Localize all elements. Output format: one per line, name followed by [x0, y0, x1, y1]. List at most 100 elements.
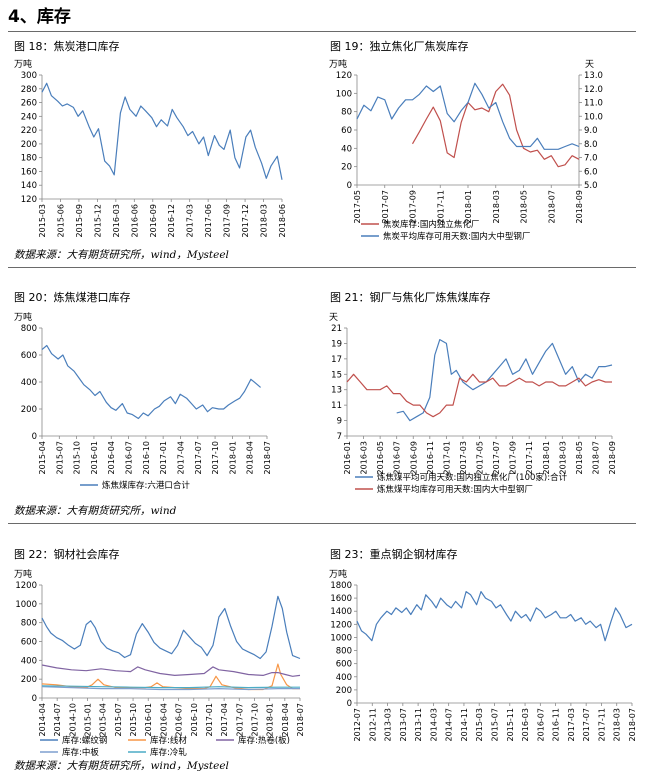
x-tick-label: 2017-07 — [235, 703, 244, 736]
x-tick-label: 2017-01 — [442, 441, 451, 474]
series-line-3 — [41, 664, 301, 677]
y-tick-label-right: 9.0 — [584, 126, 598, 136]
x-tick-label: 2018-07 — [263, 441, 272, 474]
x-tick-label: 2017-10 — [250, 703, 259, 736]
y-tick-label: 19 — [331, 339, 342, 349]
x-tick-label: 2018-03 — [492, 190, 501, 223]
y-tick-label: 120 — [21, 195, 37, 205]
y-tick-label: 600 — [336, 660, 352, 670]
x-tick-label: 2017-07 — [492, 441, 501, 474]
x-tick-label: 2017-07 — [381, 190, 390, 223]
section-title: 4、库存 — [8, 7, 71, 27]
x-tick-label: 2015-07 — [491, 708, 500, 741]
x-tick-label: 2015-12 — [93, 204, 102, 237]
y-axis-unit: 万吨 — [14, 58, 32, 70]
x-tick-label: 2016-07 — [125, 441, 134, 474]
x-tick-label: 2017-09 — [223, 204, 232, 237]
x-tick-label: 2016-12 — [167, 204, 176, 237]
y-tick-label: 0 — [32, 432, 37, 442]
y-tick-label: 15 — [331, 370, 342, 380]
x-tick-label: 2015-03 — [475, 708, 484, 741]
x-tick-label: 2012-07 — [353, 708, 362, 741]
x-tick-label: 2015-04 — [38, 441, 47, 474]
chart-title-18: 图 18：焦炭港口库存 — [14, 40, 120, 53]
chart-21-coking-coal-days: 天 7 9 11 13 15 17 19 21 2016-01 2016-03 2016-05 2016… — [329, 313, 617, 495]
x-tick-label: 2016-09 — [409, 441, 418, 474]
x-tick-label: 2017-05 — [353, 190, 362, 223]
series-line-1 — [411, 83, 580, 168]
y-tick-label: 1400 — [330, 607, 352, 617]
legend-label: 库存:冷轧 — [150, 747, 187, 758]
y-tick-label: 120 — [336, 71, 352, 81]
y-tick-label: 17 — [331, 355, 342, 365]
x-tick-label: 2018-05 — [520, 190, 529, 223]
chart-title-21: 图 21：钢厂与焦化厂炼焦煤库存 — [330, 291, 491, 304]
y-tick-label-right: 6.0 — [584, 167, 598, 177]
divider — [8, 523, 636, 524]
x-tick-label: 2018-07 — [547, 190, 556, 223]
x-tick-label: 2014-10 — [68, 703, 77, 736]
x-tick-label: 2018-05 — [575, 441, 584, 474]
x-tick-label: 2015-09 — [75, 204, 84, 237]
x-tick-label: 2016-07 — [393, 441, 402, 474]
y-tick-label: 220 — [21, 126, 37, 136]
x-tick-label: 2016-03 — [112, 204, 121, 237]
x-tick-label: 2017-11 — [525, 441, 534, 474]
x-tick-label: 2016-05 — [376, 441, 385, 474]
chart-title-22: 图 22：钢材社会库存 — [14, 548, 120, 561]
chart-20-coking-coal-port-stock: 万吨 0 200 400 600 800 2015-04 2015-07 2015-10 2016… — [14, 311, 272, 491]
series-line-2 — [346, 373, 612, 418]
x-tick-label: 2018-07 — [628, 708, 637, 741]
x-tick-label: 2013-03 — [384, 708, 393, 741]
x-tick-label: 2016-04 — [159, 703, 168, 736]
y-tick-label: 400 — [21, 656, 37, 666]
x-tick-label: 2014-11 — [460, 708, 469, 741]
y-tick-label: 1000 — [15, 600, 37, 610]
y-tick-label: 200 — [21, 405, 37, 415]
x-tick-label: 2017-07 — [582, 708, 591, 741]
x-tick-label: 2018-01 — [542, 441, 551, 474]
legend-label: 库存:线材 — [150, 735, 187, 746]
x-tick-label: 2013-11 — [414, 708, 423, 741]
x-tick-label: 2018-01 — [464, 190, 473, 223]
x-tick-label: 2018-01 — [228, 441, 237, 474]
y-tick-label: 200 — [21, 140, 37, 150]
series-line-1 — [41, 595, 301, 660]
y-tick-label: 9 — [337, 417, 342, 427]
y-axis-unit: 万吨 — [14, 311, 32, 323]
legend-label: 炼焦煤平均可用天数:国内独立焦化厂(100家):合计 — [377, 472, 568, 483]
y-tick-label: 20 — [341, 163, 352, 173]
x-tick-label: 2014-03 — [429, 708, 438, 741]
y-tick-label-right: 13.0 — [584, 71, 603, 81]
x-tick-label: 2017-03 — [459, 441, 468, 474]
y-tick-label: 21 — [331, 324, 342, 334]
x-tick-label: 2016-06 — [130, 204, 139, 237]
series-line-1 — [396, 339, 613, 422]
x-tick-label: 2014-04 — [38, 703, 47, 736]
y-tick-label: 1000 — [330, 633, 352, 643]
x-tick-label: 2017-04 — [176, 441, 185, 474]
y-axis-unit: 万吨 — [329, 58, 347, 70]
x-tick-label: 2015-03 — [38, 204, 47, 237]
y-tick-label: 140 — [21, 181, 37, 191]
source-note-2: 数据来源：大有期货研究所，wind — [14, 505, 177, 517]
series-line-4 — [41, 686, 300, 691]
x-tick-label: 2018-03 — [260, 204, 269, 237]
x-tick-label: 2015-06 — [56, 204, 65, 237]
x-tick-label: 2014-07 — [53, 703, 62, 736]
chart-title-20: 图 20：炼焦煤港口库存 — [14, 291, 131, 304]
y-tick-label-right: 11.0 — [584, 99, 603, 109]
x-tick-label: 2012-11 — [368, 708, 377, 741]
x-tick-label: 2013-07 — [399, 708, 408, 741]
y-tick-label: 0 — [347, 181, 352, 191]
legend-label: 炼焦煤库存:六港口合计 — [102, 480, 190, 491]
x-tick-label: 2018-04 — [281, 703, 290, 736]
legend-label: 库存:中板 — [62, 747, 99, 758]
x-tick-label: 2017-01 — [205, 703, 214, 736]
divider — [8, 31, 636, 32]
y-tick-label: 100 — [336, 89, 352, 99]
y-tick-label: 80 — [341, 108, 352, 118]
y-axis-unit: 万吨 — [329, 568, 347, 580]
x-tick-label: 2017-12 — [241, 204, 250, 237]
x-tick-label: 2018-01 — [266, 703, 275, 736]
